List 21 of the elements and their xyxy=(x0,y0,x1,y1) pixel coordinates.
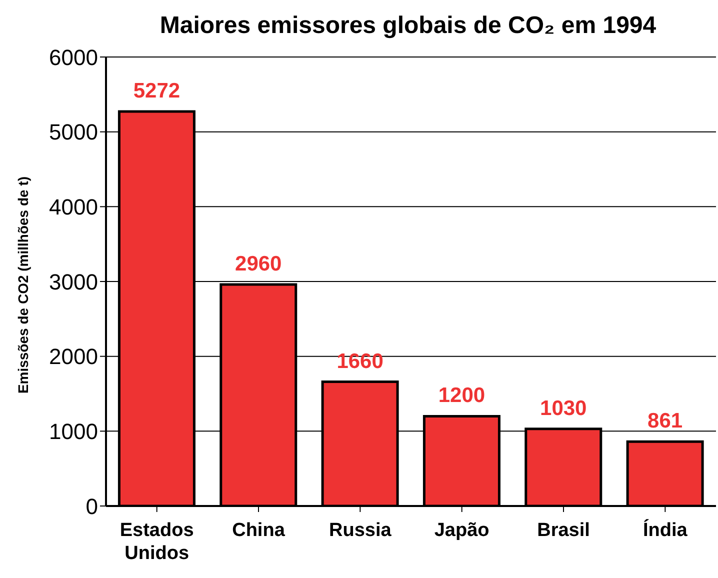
data-label: 861 xyxy=(648,410,683,433)
x-tick-label: Estados Unidos xyxy=(120,520,194,564)
x-tick-label: Brasil xyxy=(537,520,590,541)
x-tick-label: Russia xyxy=(329,520,392,541)
x-tick-label: China xyxy=(232,520,286,541)
x-tick-label: Japão xyxy=(434,520,490,541)
y-tick-label: 1000 xyxy=(49,418,98,444)
y-axis-title: Emissões de CO2 (millhões de t) xyxy=(15,176,31,394)
data-label: 2960 xyxy=(235,252,282,276)
data-label: 1030 xyxy=(540,396,587,420)
data-label: 1200 xyxy=(438,384,486,408)
chart-title: Maiores emissores globais de CO₂ em 1994 xyxy=(158,12,658,40)
y-tick-label: 0 xyxy=(86,494,98,519)
data-label: 5272 xyxy=(133,79,180,102)
y-tick-label: 6000 xyxy=(49,44,98,70)
x-tick-label: Índia xyxy=(642,519,688,541)
y-tick-label: 4000 xyxy=(49,194,98,220)
y-tick-label: 3000 xyxy=(49,269,98,294)
y-tick-label: 2000 xyxy=(49,344,98,370)
data-label: 1660 xyxy=(336,350,384,373)
y-tick-label: 5000 xyxy=(49,120,98,145)
